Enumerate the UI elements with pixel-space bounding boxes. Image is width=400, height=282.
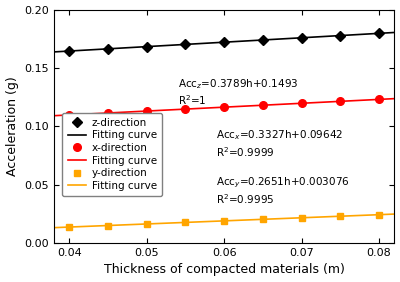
Y-axis label: Acceleration (g): Acceleration (g) [6, 76, 18, 176]
X-axis label: Thickness of compacted materials (m): Thickness of compacted materials (m) [104, 263, 344, 276]
Legend: z-direction, Fitting curve, x-direction, Fitting curve, y-direction, Fitting cur: z-direction, Fitting curve, x-direction,… [62, 113, 162, 196]
Text: Acc$_y$=0.2651h+0.003076
R$^2$=0.9995: Acc$_y$=0.2651h+0.003076 R$^2$=0.9995 [216, 175, 350, 206]
Text: Acc$_x$=0.3327h+0.09642
R$^2$=0.9999: Acc$_x$=0.3327h+0.09642 R$^2$=0.9999 [216, 129, 344, 158]
Text: Acc$_z$=0.3789h+0.1493
R$^2$=1: Acc$_z$=0.3789h+0.1493 R$^2$=1 [178, 77, 298, 107]
